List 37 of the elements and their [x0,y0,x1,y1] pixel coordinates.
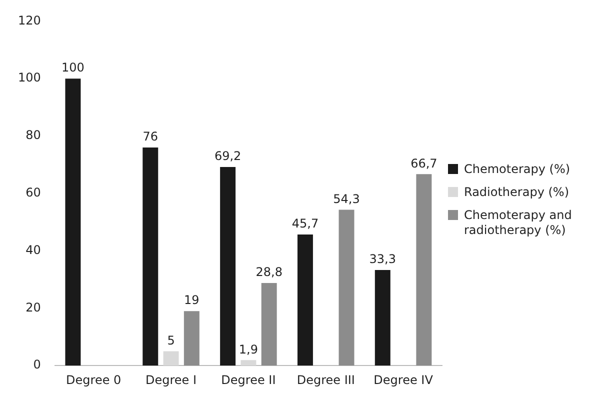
bar [142,147,158,366]
y-tick-label: 80 [26,128,41,142]
bar [338,210,354,366]
data-label: 66,7 [410,156,438,170]
y-tick-label: 60 [26,186,41,200]
bar [163,351,179,366]
y-tick-label: 100 [18,70,41,85]
data-label: 1,9 [238,342,258,356]
x-tick-label: Degree IV [374,372,434,387]
legend-label: Radiotherapy (%) [464,185,569,200]
data-label: 19 [184,293,200,308]
data-label: 5 [167,333,175,348]
data-label: 69,2 [214,149,242,164]
bar [65,78,81,366]
legend-label: Chemoterapy and radiotherapy (%) [464,208,573,238]
y-tick-label: 0 [33,358,41,372]
y-tick-label: 120 [18,13,41,28]
data-label: 76 [142,130,158,144]
y-tick-label: 20 [26,300,41,314]
data-label: 33,3 [369,252,396,266]
data-label: 100 [62,60,84,75]
bar [261,282,277,366]
data-label: 28,8 [256,265,282,280]
legend-label: Chemoterapy (%) [464,162,570,177]
x-tick-label: Degree 0 [66,372,122,387]
data-label: 54,3 [333,192,360,206]
x-tick-label: Degree III [296,372,355,387]
data-label: 45,7 [292,216,319,231]
bar [416,174,432,366]
bar [240,360,256,366]
x-tick-label: Degree I [146,372,197,387]
bar [220,166,236,366]
bar [374,270,390,366]
bar [184,311,200,366]
y-tick-label: 40 [26,242,41,257]
bar [297,234,313,366]
x-tick-label: Degree II [221,372,276,387]
